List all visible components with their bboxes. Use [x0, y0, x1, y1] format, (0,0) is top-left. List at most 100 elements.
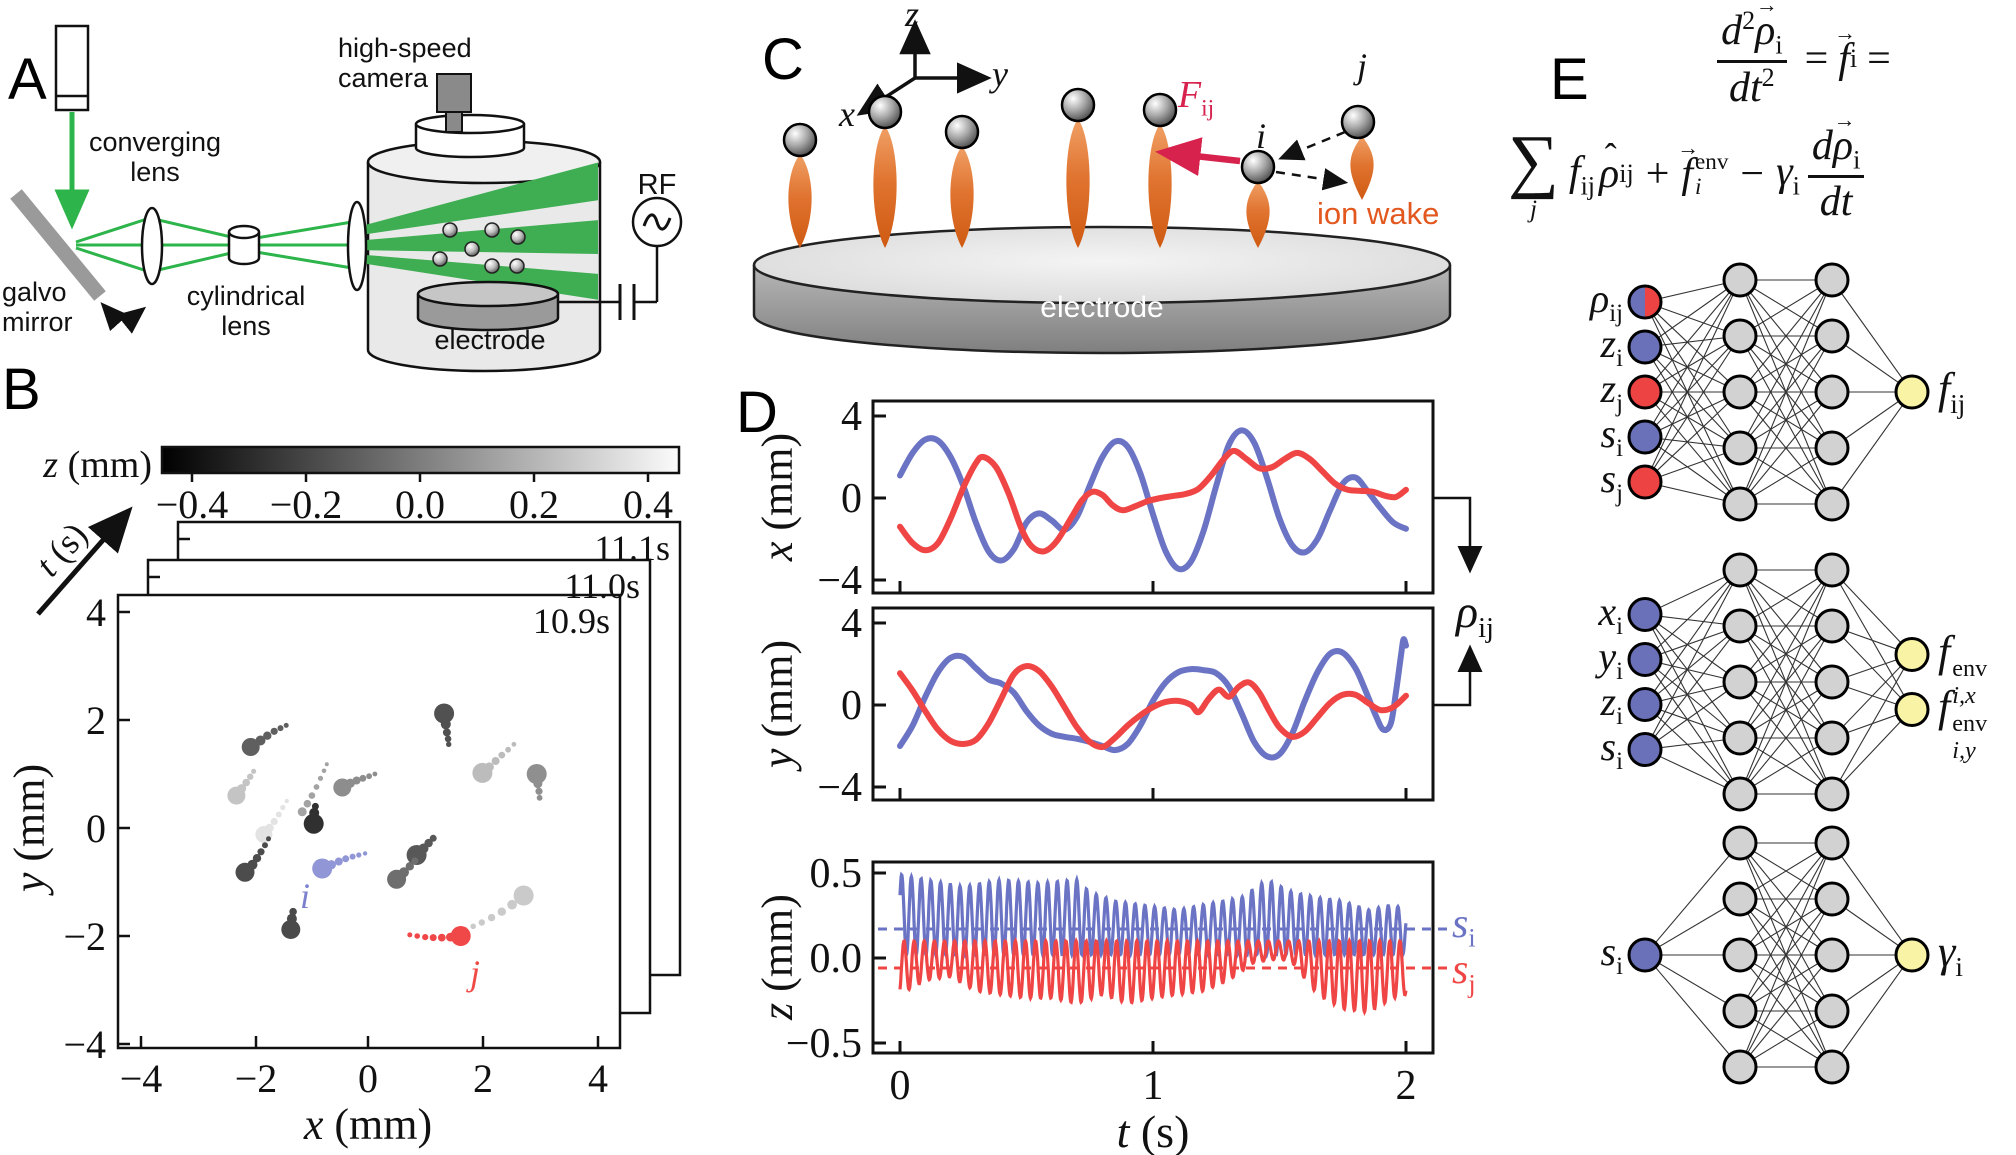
hidden-node	[1814, 430, 1850, 466]
x-tick-label: −2	[234, 1056, 278, 1101]
d-ytick: 0	[841, 476, 862, 522]
camera-label-2: camera	[338, 63, 429, 93]
input-node	[1627, 732, 1663, 767]
b-ylabel: y (mm)	[4, 763, 54, 893]
output-node	[1894, 374, 1930, 410]
rho-annotation-arrows	[1433, 496, 1483, 707]
input-node	[1627, 374, 1663, 410]
dust-particle-icon	[484, 258, 500, 274]
input-node	[1627, 464, 1663, 500]
neural-network-3	[1627, 825, 1930, 1085]
input-node-split	[1645, 286, 1661, 318]
y-tick-label: −4	[63, 1022, 106, 1067]
dust-grain-icon	[1142, 92, 1178, 128]
hidden-node	[1814, 486, 1850, 522]
d-ytick: 0.5	[809, 851, 863, 897]
network-edges	[1644, 569, 1913, 795]
hidden-node	[1722, 318, 1758, 354]
panel-a-letter: A	[8, 47, 47, 112]
hidden-node	[1722, 825, 1758, 861]
dust-particle-icon	[432, 251, 448, 267]
trail-particle	[297, 762, 329, 817]
input-node	[1627, 597, 1663, 632]
cylindrical-lens-label-1: cylindrical	[186, 281, 306, 311]
d-ytick: 0.0	[809, 936, 863, 982]
hidden-node	[1722, 430, 1758, 466]
input-node	[1627, 937, 1663, 973]
hidden-node	[1722, 262, 1758, 298]
mirror-rotation-arrow	[100, 302, 147, 334]
input-node	[1627, 329, 1663, 365]
y-tick-label: 4	[86, 590, 106, 635]
electrode-c	[752, 225, 1452, 355]
input-node	[1627, 284, 1663, 320]
frame-time-label: 11.1s	[594, 528, 670, 568]
ion-wake-icon	[950, 146, 974, 248]
input-node	[1627, 687, 1663, 722]
galvo-mirror-icon	[10, 189, 106, 301]
time-axis-arrow	[36, 506, 133, 616]
x-tick-label: 4	[588, 1056, 608, 1101]
dust-particle-icon	[510, 229, 526, 245]
colorbar-tick-label: 0.2	[509, 482, 559, 527]
dust-particles	[432, 222, 526, 274]
hidden-node	[1722, 486, 1758, 522]
hidden-node	[1814, 374, 1850, 410]
laser-icon	[54, 24, 90, 112]
trail-particle	[526, 764, 547, 801]
trail-particle	[303, 802, 324, 834]
network-input-label: zi	[1600, 321, 1623, 372]
hidden-node	[1814, 552, 1850, 588]
hidden-node	[1814, 262, 1850, 298]
galvo-label-2: mirror	[2, 307, 73, 337]
network-input-label: xi	[1598, 588, 1623, 640]
panel-c-letter: C	[762, 27, 804, 92]
colorbar-tick-label: −0.4	[155, 482, 229, 527]
hidden-node	[1814, 1049, 1850, 1085]
hidden-node	[1722, 993, 1758, 1029]
network-input-label: si	[1600, 929, 1623, 980]
D-y-curves	[897, 636, 1409, 761]
dust-grain-icon	[944, 114, 980, 150]
trail-particle	[387, 857, 419, 889]
colorbar	[160, 445, 681, 482]
panel-e-letter: E	[1550, 47, 1589, 112]
output-node	[1894, 692, 1930, 727]
y-tick-label: −2	[63, 914, 106, 959]
d-ylabel-z: z (mm)	[752, 894, 802, 1020]
d-xlabel: t (s)	[1116, 1106, 1190, 1155]
network-input-label: yi	[1598, 633, 1623, 685]
network-input-label: zj	[1600, 366, 1623, 417]
c-axis-y: y	[992, 54, 1008, 94]
c-axis-z: z	[904, 0, 920, 34]
trail-particle	[255, 798, 289, 843]
dust-grain-icon	[867, 94, 903, 130]
network-output-label: f env i,x	[1938, 626, 1988, 709]
d-ylabel-y: y (mm)	[752, 639, 802, 769]
dust-grain-icon	[782, 122, 818, 158]
d-xtick: 1	[1142, 1063, 1164, 1109]
subplot-ticks	[873, 414, 1408, 1053]
c-j-label: j	[1356, 46, 1368, 86]
frame-10-9	[116, 593, 622, 1050]
hidden-node	[1814, 993, 1850, 1029]
electrode-a	[416, 280, 560, 332]
y-tick-label: 2	[86, 698, 106, 743]
network-output-label: fij	[1938, 364, 1966, 419]
electrode-a-label: electrode	[434, 325, 546, 355]
time-series-curves	[897, 427, 1409, 1017]
d-xtick: 0	[889, 1063, 911, 1109]
rf-label: RF	[637, 169, 677, 201]
force-label: Fij	[1177, 74, 1215, 122]
converging-lens-label-2: lens	[130, 157, 180, 187]
hidden-node	[1722, 1049, 1758, 1085]
trail-particle	[434, 703, 455, 747]
ion-wake-icon	[873, 126, 897, 248]
d-ytick: −0.5	[785, 1021, 862, 1067]
trail-particle-i	[312, 851, 368, 879]
frame-time-label: 11.0s	[564, 566, 640, 606]
network-input-label: si	[1600, 411, 1623, 462]
hidden-node	[1722, 937, 1758, 973]
hidden-node	[1722, 552, 1758, 588]
